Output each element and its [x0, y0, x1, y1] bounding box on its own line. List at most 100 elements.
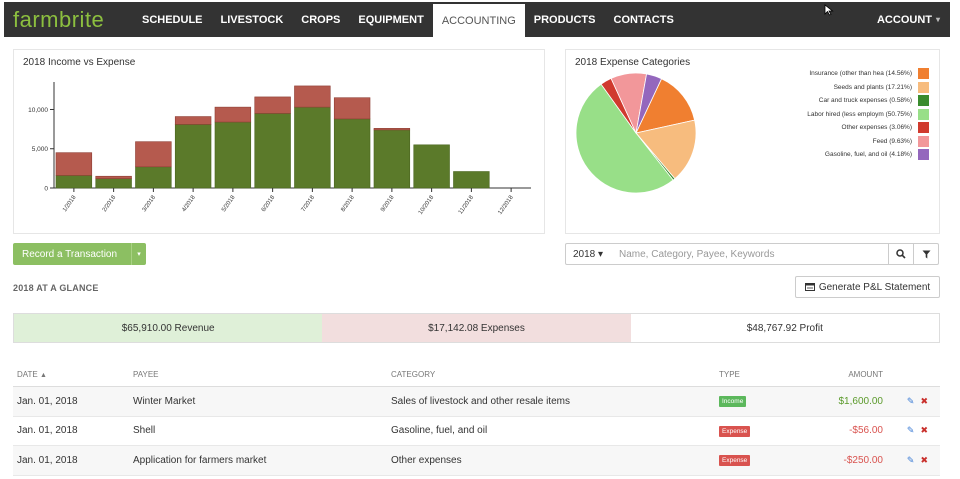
- column-header-amount[interactable]: AMOUNT: [848, 370, 883, 379]
- table-row[interactable]: Jan. 01, 2018 Winter Market Sales of liv…: [13, 387, 940, 417]
- cell-category: Other expenses: [391, 454, 462, 466]
- nav-item-livestock[interactable]: LIVESTOCK: [220, 13, 284, 26]
- button-divider: [131, 243, 132, 265]
- x-tick-label: 10/2018: [418, 194, 436, 216]
- x-tick-label: 5/2018: [221, 194, 237, 213]
- x-tick-label: 9/2018: [380, 194, 396, 213]
- y-tick-label: 10,000: [28, 107, 48, 114]
- income-bar: [135, 166, 172, 189]
- expense-bar: [214, 106, 252, 123]
- income-bar: [174, 124, 212, 189]
- pie-slice: [575, 83, 674, 194]
- farmbrite-logo[interactable]: farmbrite: [13, 6, 105, 32]
- nav-item-schedule[interactable]: SCHEDULE: [142, 13, 203, 26]
- delete-icon[interactable]: ✖: [920, 395, 928, 406]
- edit-pencil-icon[interactable]: ✎: [906, 395, 915, 406]
- table-body: Jan. 01, 2018 Winter Market Sales of liv…: [13, 387, 940, 476]
- legend-label: Gasoline, fuel, and oil (4.18%): [824, 151, 912, 159]
- row-actions: ✎ ✖: [883, 425, 940, 436]
- bar-chart-title: 2018 Income vs Expense: [23, 57, 136, 68]
- x-tick-label: 11/2018: [458, 194, 475, 215]
- search-icon: [896, 249, 906, 259]
- nav-item-equipment[interactable]: EQUIPMENT: [358, 13, 424, 26]
- delete-icon[interactable]: ✖: [920, 454, 928, 465]
- income-bar: [453, 171, 490, 189]
- income-expense-bar-chart: 0 5,000 10,000 1/2018 2/2018 3/2018 4/2018 5/20…: [28, 82, 531, 216]
- cell-category: Gasoline, fuel, and oil: [391, 425, 488, 437]
- cell-payee: Winter Market: [133, 395, 196, 407]
- cell-amount: -$250.00: [843, 454, 883, 466]
- nav-item-products[interactable]: PRODUCTS: [533, 13, 596, 26]
- record-transaction-button[interactable]: Record a Transaction ▾: [13, 243, 146, 265]
- account-menu[interactable]: ACCOUNT ▾: [868, 2, 950, 37]
- table-row[interactable]: Jan. 01, 2018 Shell Gasoline, fuel, and …: [13, 417, 940, 446]
- legend-swatch: [918, 135, 929, 147]
- nav-item-contacts[interactable]: CONTACTS: [613, 13, 674, 26]
- table-row[interactable]: Jan. 01, 2018 Application for farmers ma…: [13, 446, 940, 476]
- expense-bar: [294, 85, 331, 108]
- delete-icon[interactable]: ✖: [920, 425, 928, 436]
- legend-label: Seeds and plants (17.21%): [833, 83, 912, 91]
- expense-bar: [373, 128, 411, 131]
- account-label: ACCOUNT: [876, 13, 932, 26]
- mouse-pointer-icon: [824, 4, 834, 16]
- income-bar: [254, 113, 291, 189]
- revenue-total: $65,910.00 Revenue: [14, 314, 323, 342]
- legend-label: Insurance (other than hea (14.56%): [809, 70, 912, 78]
- legend-label: Feed (9.63%): [872, 137, 912, 145]
- year-select[interactable]: 2018 ▾: [565, 243, 611, 265]
- transactions-table: DATE ▲ PAYEE CATEGORY TYPE AMOUNT Jan. 0…: [13, 363, 940, 476]
- expense-bar: [254, 96, 291, 114]
- generate-pl-label: Generate P&L Statement: [818, 281, 931, 293]
- legend-label: Labor hired (less employm (50.75%): [807, 110, 912, 118]
- search-input[interactable]: [610, 243, 889, 265]
- generate-pl-button[interactable]: Generate P&L Statement: [795, 276, 940, 298]
- income-bar: [214, 121, 252, 189]
- row-actions: ✎ ✖: [883, 396, 940, 407]
- legend-swatch: [918, 81, 929, 93]
- pie-slice: [635, 73, 663, 134]
- x-tick-label: 7/2018: [301, 194, 317, 213]
- cell-date: Jan. 01, 2018: [17, 425, 78, 437]
- top-navbar: farmbrite SCHEDULE LIVESTOCK CROPS EQUIP…: [4, 2, 950, 37]
- at-a-glance-heading: 2018 AT A GLANCE: [13, 283, 99, 293]
- legend-label: Other expenses (3.06%): [841, 124, 912, 132]
- legend-item[interactable]: Labor hired (less employm (50.75%): [807, 108, 929, 122]
- edit-pencil-icon[interactable]: ✎: [906, 425, 915, 436]
- type-badge: Expense: [719, 425, 751, 437]
- column-header-category[interactable]: CATEGORY: [391, 370, 436, 379]
- filter-button[interactable]: [913, 243, 939, 265]
- cell-date: Jan. 01, 2018: [17, 395, 78, 407]
- cell-amount: -$56.00: [849, 425, 883, 437]
- nav-item-crops[interactable]: CROPS: [301, 13, 341, 26]
- income-bar: [55, 175, 93, 189]
- edit-pencil-icon[interactable]: ✎: [906, 454, 915, 465]
- legend-item[interactable]: Car and truck expenses (0.58%): [807, 94, 929, 108]
- income-bar: [294, 106, 331, 189]
- legend-item[interactable]: Seeds and plants (17.21%): [807, 81, 929, 95]
- column-header-payee[interactable]: PAYEE: [133, 370, 159, 379]
- record-transaction-label: Record a Transaction: [22, 248, 118, 260]
- pie-legend: Insurance (other than hea (14.56%) Seeds…: [807, 67, 929, 162]
- legend-item[interactable]: Feed (9.63%): [807, 135, 929, 149]
- profit-total: $48,767.92 Profit: [630, 314, 939, 342]
- expense-categories-pie-chart: [575, 72, 697, 194]
- x-tick-label: 2/2018: [102, 194, 118, 213]
- x-tick-label: 6/2018: [261, 194, 277, 213]
- chevron-down-icon[interactable]: ▾: [137, 251, 141, 258]
- type-badge: Expense: [719, 455, 751, 467]
- row-actions: ✎ ✖: [883, 455, 940, 466]
- legend-item[interactable]: Other expenses (3.06%): [807, 121, 929, 135]
- x-tick-label: 1/2018: [62, 194, 78, 213]
- search-button[interactable]: [888, 243, 914, 265]
- nav-item-accounting[interactable]: ACCOUNTING: [432, 2, 525, 37]
- income-bar: [413, 144, 450, 189]
- column-header-type[interactable]: TYPE: [719, 370, 740, 379]
- type-badge: Income: [719, 396, 747, 408]
- expense-bar: [333, 97, 371, 120]
- cell-type: Expense: [719, 454, 809, 467]
- legend-item[interactable]: Gasoline, fuel, and oil (4.18%): [807, 148, 929, 162]
- legend-item[interactable]: Insurance (other than hea (14.56%): [807, 67, 929, 81]
- column-header-date[interactable]: DATE ▲: [13, 370, 133, 379]
